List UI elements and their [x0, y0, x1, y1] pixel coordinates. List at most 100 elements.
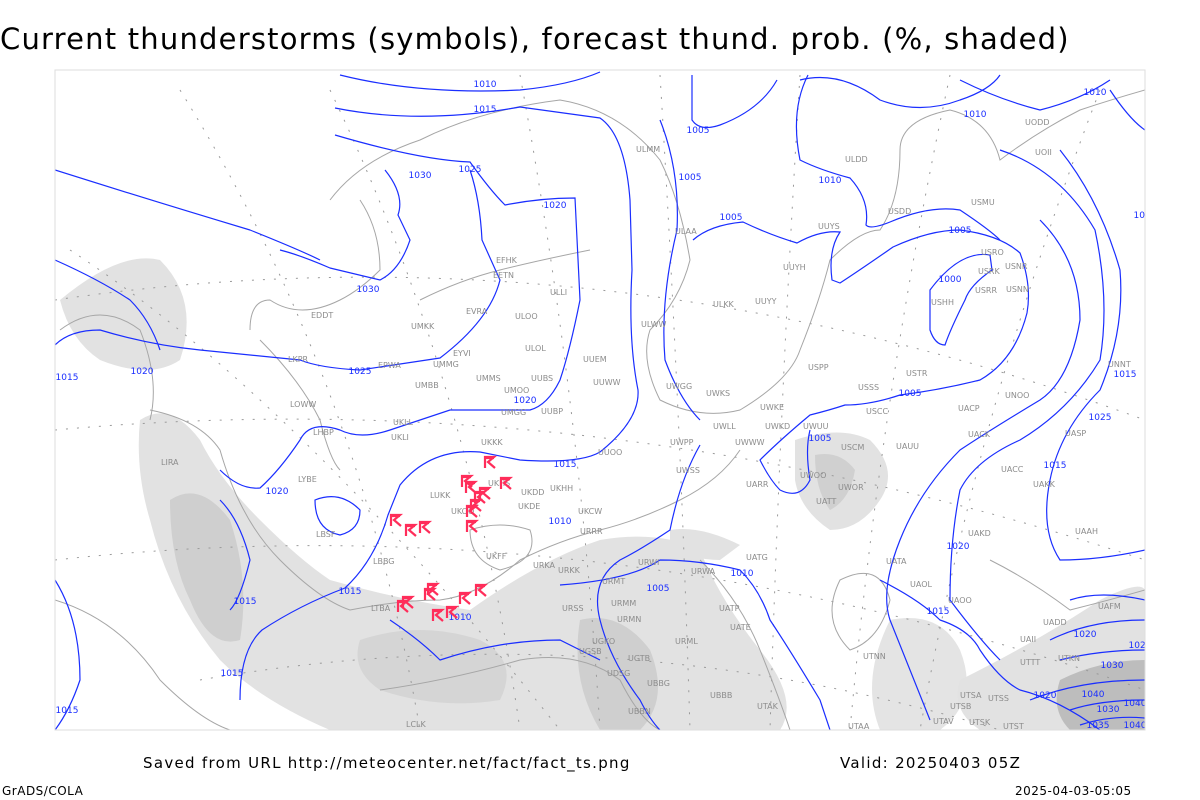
isobar-label: 1015 — [1114, 370, 1137, 380]
isobar-label: 1015 — [56, 706, 79, 716]
station-label: UTTT — [1020, 658, 1040, 667]
station-label: UWLL — [713, 422, 736, 431]
station-label: USSS — [858, 383, 879, 392]
station-label: UTNN — [863, 652, 886, 661]
isobar-label: 1020 — [1034, 691, 1057, 701]
station-label: ULLI — [550, 288, 567, 297]
valid-time-text: Valid: 20250403 05Z — [840, 754, 1022, 772]
station-label: UUBS — [531, 374, 553, 383]
map-title: Current thunderstorms (symbols), forecas… — [0, 22, 1070, 56]
station-label: USTR — [906, 369, 928, 378]
isobars — [55, 71, 1145, 730]
station-label: LUKK — [430, 491, 451, 500]
station-label: USPP — [808, 363, 829, 372]
isobar-label: 1010 — [1084, 88, 1107, 98]
station-label: UUYS — [818, 222, 840, 231]
station-label: UTST — [1003, 722, 1024, 731]
isobar-label: 1005 — [687, 126, 710, 136]
generation-timestamp: 2025-04-03-05:05 — [1015, 784, 1132, 798]
station-label: URWA — [691, 567, 716, 576]
thunderstorm-icon — [483, 455, 498, 469]
station-label: UWKS — [706, 389, 730, 398]
station-label: UWPP — [670, 438, 694, 447]
thunderstorm-icon — [474, 583, 489, 597]
station-label: UKKK — [481, 438, 503, 447]
isobar-label: 1020 — [266, 487, 289, 497]
thunderstorm-icon — [478, 486, 493, 500]
station-label: UWWW — [735, 438, 765, 447]
station-label: EPWA — [378, 361, 401, 370]
isobar-label: 1015 — [56, 373, 79, 383]
isobar-label: 1005 — [647, 584, 670, 594]
station-label: UTAV — [933, 717, 954, 726]
station-label: USMU — [971, 198, 995, 207]
thunderstorm-icon — [499, 476, 514, 490]
thunderstorm-icon — [465, 519, 480, 533]
station-label: UBBG — [647, 679, 670, 688]
station-label: UATP — [719, 604, 740, 613]
thunderstorm-icon — [404, 523, 419, 537]
station-label: UOII — [1035, 148, 1052, 157]
station-label: EYVI — [453, 349, 471, 358]
isobar-label: 1010 — [731, 569, 754, 579]
station-label: UAKD — [968, 529, 991, 538]
graticule — [55, 74, 1145, 730]
station-label: UKHH — [550, 484, 573, 493]
station-label: UUBP — [541, 407, 563, 416]
station-label: UASP — [1065, 429, 1086, 438]
station-label: UTAA — [848, 722, 870, 731]
station-label: ULAA — [675, 227, 697, 236]
thunderstorm-icon — [401, 595, 416, 609]
isobar-label: 1015 — [221, 669, 244, 679]
station-label: URML — [675, 637, 698, 646]
isobar-label: 1010 — [819, 176, 842, 186]
thunderstorm-icon — [445, 605, 460, 619]
thunderstorm-icon — [389, 513, 404, 527]
software-credit: GrADS/COLA — [2, 784, 84, 798]
station-label: UATA — [886, 557, 907, 566]
isobar-label: 1015 — [339, 587, 362, 597]
station-label: USRO — [981, 248, 1004, 257]
station-label: LKPR — [288, 355, 309, 364]
station-label: UBBB — [710, 691, 732, 700]
station-label: USNR — [1005, 262, 1028, 271]
station-label: UUWW — [593, 378, 621, 387]
station-label: USDD — [888, 207, 911, 216]
station-label: UNNT — [1108, 360, 1131, 369]
isobar-label: 1020 — [947, 542, 970, 552]
station-label: UKLL — [393, 418, 414, 427]
station-label: UUOO — [598, 448, 622, 457]
station-label: UACK — [968, 430, 991, 439]
station-label: LYBE — [298, 475, 317, 484]
station-label: UKCW — [578, 507, 602, 516]
isobar-label: 1005 — [679, 173, 702, 183]
station-label: UWSS — [676, 466, 700, 475]
station-label: URKK — [558, 566, 581, 575]
isobar-label: 1020 — [1074, 630, 1097, 640]
station-label: EETN — [493, 271, 514, 280]
station-label: UAOO — [948, 596, 972, 605]
station-label: URWI — [638, 558, 659, 567]
isobar-label: 1015 — [927, 607, 950, 617]
station-label: URRR — [580, 527, 603, 536]
station-label: LOWW — [290, 400, 316, 409]
isobar-label: 1030 — [1097, 705, 1120, 715]
station-label: EFHK — [496, 256, 518, 265]
station-label: UMMG — [433, 360, 459, 369]
station-label: UUYY — [755, 297, 777, 306]
station-label: UMOO — [504, 386, 529, 395]
station-label: USRK — [978, 267, 1000, 276]
isobar-label: 1000 — [939, 275, 962, 285]
thunderstorm-probability-shading — [60, 258, 1145, 730]
isobar-label: 1005 — [720, 213, 743, 223]
isobar-label: 1025 — [1089, 413, 1112, 423]
station-label: UTSK — [969, 718, 991, 727]
station-label: UKOO — [451, 507, 474, 516]
isobar-label: 1010 — [549, 517, 572, 527]
thunderstorm-icon — [458, 591, 473, 605]
station-label: UTAK — [757, 702, 779, 711]
station-label: UKLI — [391, 433, 409, 442]
thunderstorm-icon — [431, 608, 446, 622]
station-label: UATG — [746, 553, 768, 562]
